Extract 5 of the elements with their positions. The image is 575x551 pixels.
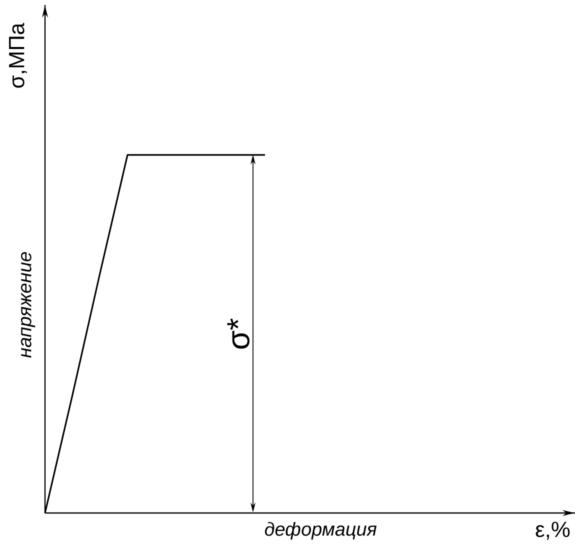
- text: деформация: [264, 522, 377, 540]
- annotation: напряжение: [20, 252, 36, 358]
- y-axis-title: σ,МПа: [9, 22, 27, 88]
- text: ε,%: [536, 522, 570, 540]
- annotation: σ*: [227, 318, 250, 349]
